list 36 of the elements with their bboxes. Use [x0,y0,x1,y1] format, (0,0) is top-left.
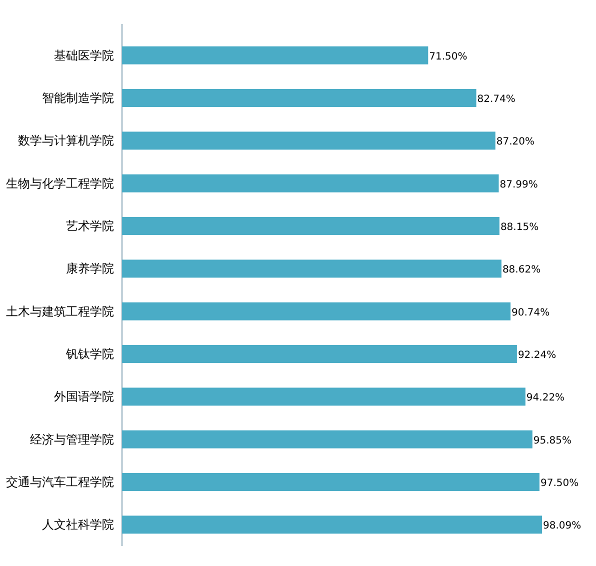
bar [122,46,428,64]
bar [122,132,496,150]
y-tick-label: 智能制造学院 [42,91,114,105]
bar [122,388,526,406]
y-tick-label: 康养学院 [66,262,114,276]
data-label: 88.62% [502,264,541,276]
y-tick-label: 生物与化学工程学院 [6,176,114,190]
y-tick-label: 外国语学院 [54,390,114,404]
data-label: 94.22% [526,392,565,404]
bar [122,260,502,278]
bar [122,89,476,107]
bar [122,430,532,448]
y-tick-label: 经济与管理学院 [30,432,114,446]
bar [122,473,540,491]
y-tick-label: 基础医学院 [54,48,114,62]
bar [122,302,511,320]
data-label: 90.74% [512,307,550,318]
bar [122,516,542,534]
bar [122,217,500,235]
y-tick-label: 数学与计算机学院 [18,134,114,148]
data-label: 88.15% [500,222,539,233]
data-label: 98.09% [543,520,582,532]
y-tick-label: 人文社科学院 [42,518,114,532]
data-label: 71.50% [429,51,468,62]
data-label: 82.74% [477,94,516,105]
data-label: 97.50% [540,478,579,489]
y-tick-label: 钒钛学院 [65,347,114,361]
data-label: 87.20% [496,136,535,148]
bar [122,345,517,363]
y-tick-label: 交通与汽车工程学院 [6,475,114,489]
data-label: 95.85% [533,435,572,446]
y-tick-label: 艺术学院 [66,219,114,233]
y-tick-label: 土木与建筑工程学院 [6,304,114,318]
data-label: 87.99% [500,179,538,190]
data-label: 92.24% [518,350,556,361]
bar [122,174,499,192]
